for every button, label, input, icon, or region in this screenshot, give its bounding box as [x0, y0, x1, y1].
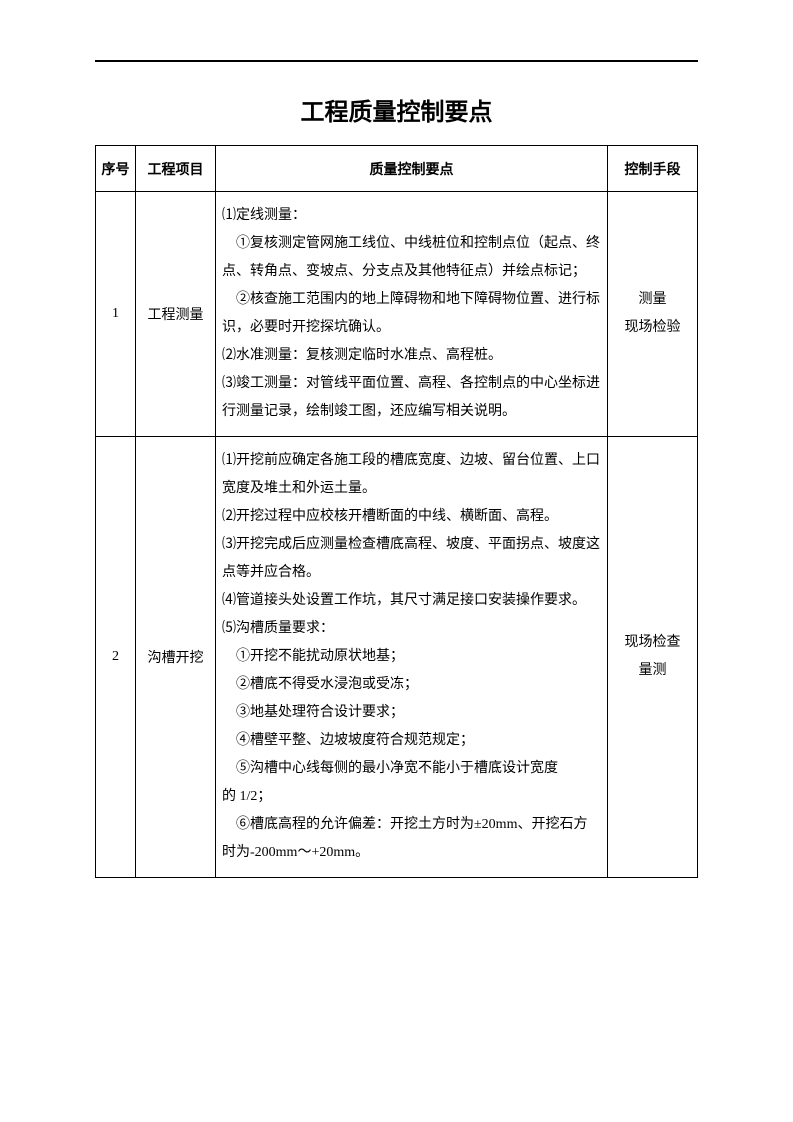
- quality-control-table: 序号 工程项目 质量控制要点 控制手段 1 工程测量 ⑴定线测量： ①复核测定管…: [95, 145, 698, 878]
- cell-project: 工程测量: [136, 192, 216, 437]
- cell-points: ⑴定线测量： ①复核测定管网施工线位、中线桩位和控制点位（起点、终点、转角点、变…: [216, 192, 608, 437]
- cell-project: 沟槽开挖: [136, 437, 216, 878]
- table-row: 2 沟槽开挖 ⑴开挖前应确定各施工段的槽底宽度、边坡、留台位置、上口宽度及堆土和…: [96, 437, 698, 878]
- col-header-seq: 序号: [96, 146, 136, 192]
- cell-method: 现场检查量测: [608, 437, 698, 878]
- cell-seq: 2: [96, 437, 136, 878]
- cell-seq: 1: [96, 192, 136, 437]
- table-row: 1 工程测量 ⑴定线测量： ①复核测定管网施工线位、中线桩位和控制点位（起点、终…: [96, 192, 698, 437]
- col-header-method: 控制手段: [608, 146, 698, 192]
- col-header-points: 质量控制要点: [216, 146, 608, 192]
- cell-method: 测量现场检验: [608, 192, 698, 437]
- col-header-project: 工程项目: [136, 146, 216, 192]
- page-title: 工程质量控制要点: [95, 92, 698, 127]
- header-divider: [95, 60, 698, 62]
- table-header-row: 序号 工程项目 质量控制要点 控制手段: [96, 146, 698, 192]
- cell-points: ⑴开挖前应确定各施工段的槽底宽度、边坡、留台位置、上口宽度及堆土和外运土量。⑵开…: [216, 437, 608, 878]
